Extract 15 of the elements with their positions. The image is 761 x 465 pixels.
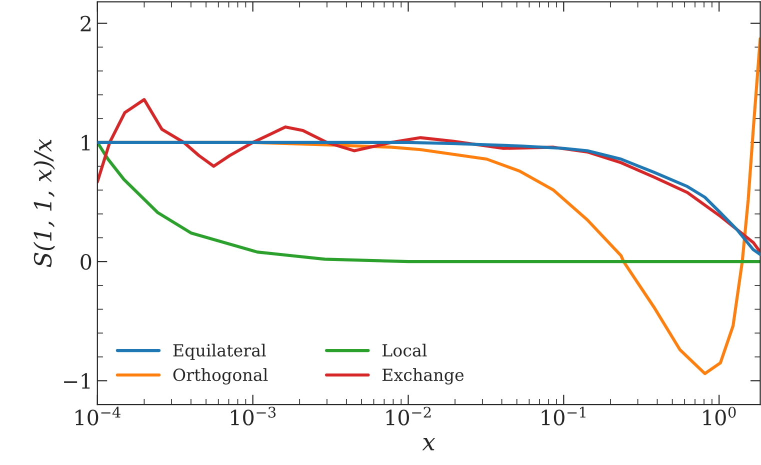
y-tick-label: 2 xyxy=(80,16,91,32)
y-tick-label: 1 xyxy=(82,134,90,150)
x-tick-label: 10$^{−1}$ xyxy=(542,406,586,426)
y-axis-title: S(1, 1, x)/x xyxy=(33,138,56,268)
legend-label: Exchange xyxy=(382,368,464,385)
legend-label: Equilateral xyxy=(173,344,266,360)
x-axis-title: x xyxy=(422,438,436,450)
x-tick-label: 10$^{−3}$ xyxy=(230,406,276,426)
x-tick-label: 10$^{0}$ xyxy=(703,406,736,426)
x-tick-label: 10$^{−4}$ xyxy=(76,406,120,426)
x-tick-label: 10$^{−2}$ xyxy=(386,406,431,426)
y-tick-label: 0 xyxy=(80,254,92,270)
legend-label: Orthogonal xyxy=(173,368,268,385)
y-tick-label: −1 xyxy=(64,373,90,389)
legend-label: Local xyxy=(382,344,427,357)
